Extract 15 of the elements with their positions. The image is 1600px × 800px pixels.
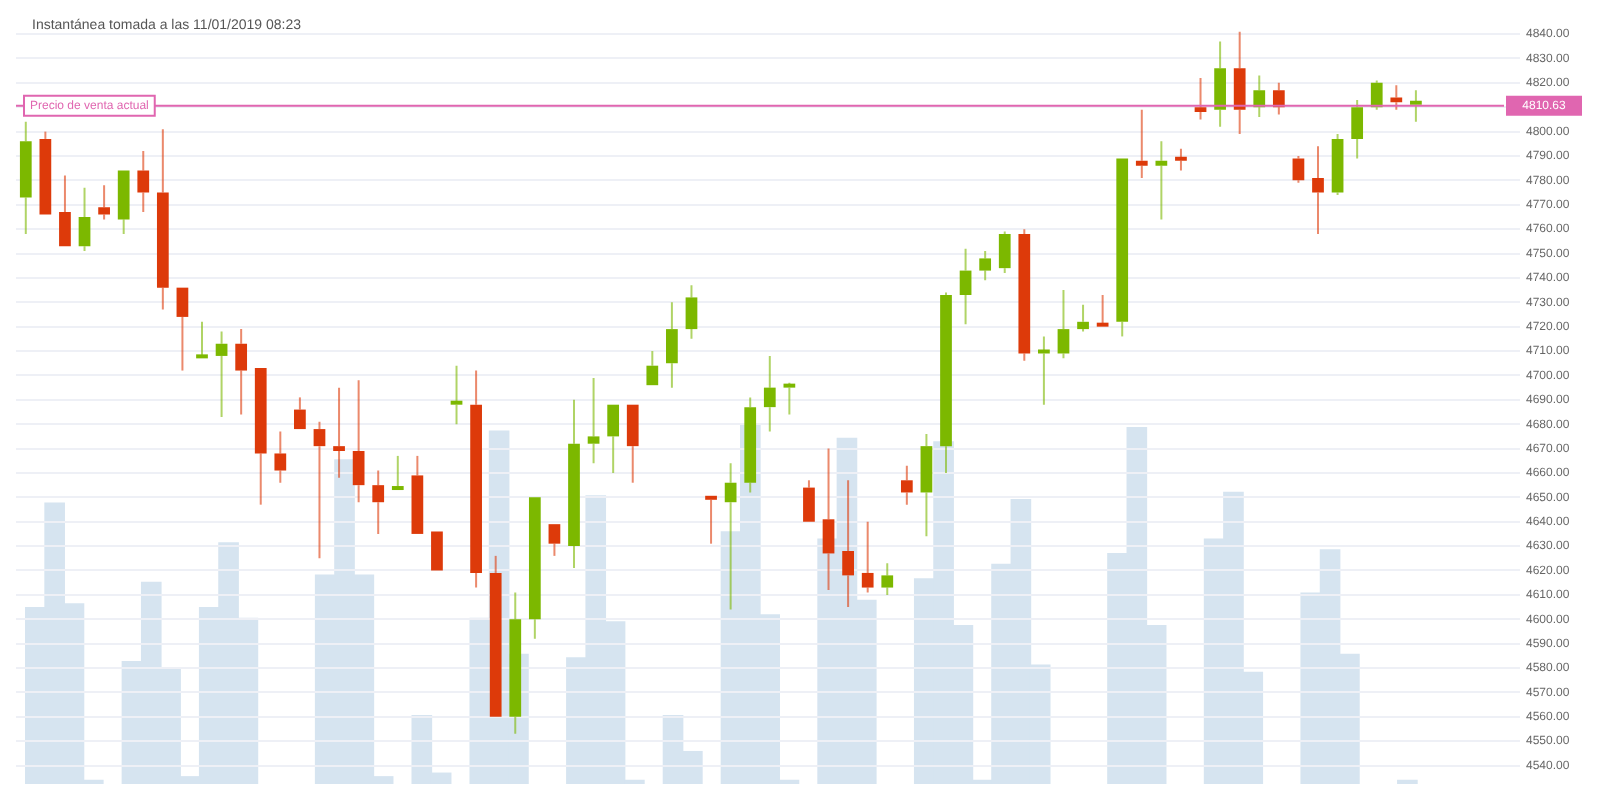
candlestick <box>489 554 502 717</box>
candlestick <box>294 396 306 430</box>
candlestick <box>1370 79 1383 111</box>
candlestick <box>1292 154 1305 184</box>
candlestick <box>1116 158 1129 338</box>
candlestick <box>1272 81 1285 116</box>
candlestick <box>548 524 561 557</box>
candlestick <box>117 170 130 236</box>
candlestick <box>1331 133 1344 196</box>
candlestick <box>803 479 815 522</box>
candlestick <box>646 350 659 386</box>
candlestick <box>39 130 52 215</box>
candlestick <box>998 230 1011 275</box>
candlestick <box>1018 228 1031 362</box>
candlestick <box>979 250 992 282</box>
